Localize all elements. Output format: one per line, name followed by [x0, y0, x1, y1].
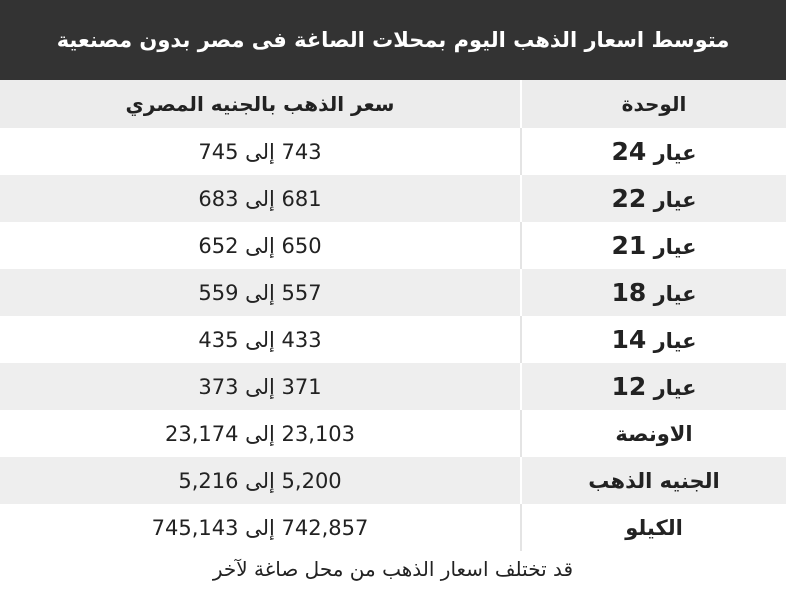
table-header-row: الوحدة سعر الذهب بالجنيه المصري	[0, 80, 786, 128]
karat-number: 12	[611, 372, 647, 401]
footnote: قد تختلف اسعار الذهب من محل صاغة لآخر	[212, 557, 574, 581]
page-title: متوسط اسعار الذهب اليوم بمحلات الصاغة فى…	[0, 0, 786, 80]
unit-cell: عيار 12	[520, 363, 786, 410]
unit-word: عيار	[653, 282, 697, 306]
table-row: عيار 14 433 إلى 435	[0, 316, 786, 363]
unit-word: الجنيه الذهب	[588, 468, 720, 493]
unit-word: عيار	[653, 141, 697, 165]
unit-word: الكيلو	[625, 515, 683, 540]
unit-cell: عيار 21	[520, 222, 786, 269]
price-cell: 371 إلى 373	[0, 363, 521, 410]
table-row: الاونصة 23,103 إلى 23,174	[0, 410, 786, 457]
unit-word: الاونصة	[615, 421, 693, 446]
column-header-price: سعر الذهب بالجنيه المصري	[0, 80, 521, 128]
unit-cell: عيار 14	[520, 316, 786, 363]
unit-cell: عيار 22	[520, 175, 786, 222]
price-cell: 557 إلى 559	[0, 269, 521, 316]
price-cell: 742,857 إلى 745,143	[0, 504, 521, 551]
gold-price-table: الوحدة سعر الذهب بالجنيه المصري عيار 24 …	[0, 80, 786, 551]
table-row: عيار 18 557 إلى 559	[0, 269, 786, 316]
unit-cell: عيار 18	[520, 269, 786, 316]
karat-number: 24	[611, 137, 647, 166]
unit-cell: الكيلو	[520, 504, 786, 551]
karat-number: 18	[611, 278, 647, 307]
unit-cell: عيار 24	[520, 128, 786, 175]
karat-number: 21	[611, 231, 647, 260]
price-cell: 743 إلى 745	[0, 128, 521, 175]
price-cell: 5,200 إلى 5,216	[0, 457, 521, 504]
table-row: عيار 21 650 إلى 652	[0, 222, 786, 269]
unit-cell: الاونصة	[520, 410, 786, 457]
price-cell: 23,103 إلى 23,174	[0, 410, 521, 457]
karat-number: 14	[611, 325, 647, 354]
column-header-unit: الوحدة	[520, 80, 786, 128]
price-cell: 681 إلى 683	[0, 175, 521, 222]
table-row: عيار 24 743 إلى 745	[0, 128, 786, 175]
unit-word: عيار	[653, 376, 697, 400]
unit-word: عيار	[653, 235, 697, 259]
table-row: عيار 12 371 إلى 373	[0, 363, 786, 410]
karat-number: 22	[611, 184, 647, 213]
price-cell: 650 إلى 652	[0, 222, 521, 269]
unit-word: عيار	[653, 329, 697, 353]
table-row: عيار 22 681 إلى 683	[0, 175, 786, 222]
table-row: الكيلو 742,857 إلى 745,143	[0, 504, 786, 551]
table-row: الجنيه الذهب 5,200 إلى 5,216	[0, 457, 786, 504]
price-cell: 433 إلى 435	[0, 316, 521, 363]
unit-word: عيار	[653, 188, 697, 212]
unit-cell: الجنيه الذهب	[520, 457, 786, 504]
